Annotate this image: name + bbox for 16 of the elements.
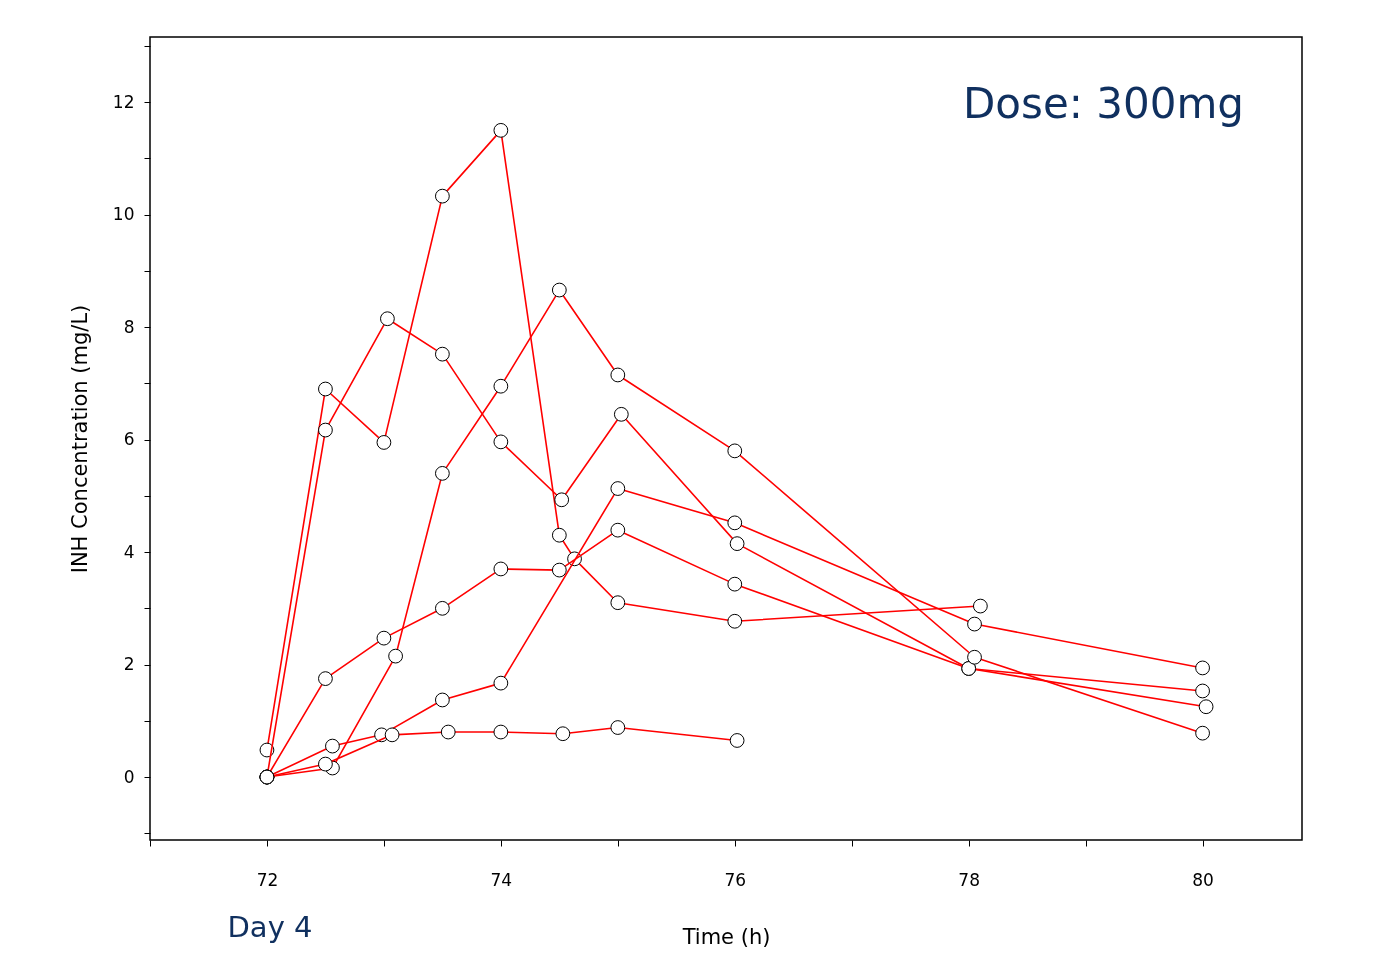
y-tick-label: 10 [112, 204, 135, 225]
y-tick-label: 6 [123, 429, 135, 450]
y-axis-title: INH Concentration (mg/L) [67, 304, 92, 574]
x-tick-label: 72 [256, 869, 279, 890]
y-tick-label: 12 [112, 91, 135, 112]
y-tick-label: 4 [123, 541, 135, 562]
y-tick-label: 0 [123, 766, 135, 787]
x-axis-title: Time (h) [681, 924, 771, 949]
y-tick-label: 8 [123, 316, 135, 337]
x-tick-label: 76 [724, 869, 747, 890]
x-tick-label: 74 [490, 869, 513, 890]
y-tick-label: 2 [123, 654, 135, 675]
x-tick-label: 78 [958, 869, 980, 890]
text: Day 4 [227, 910, 313, 944]
annotation: Dose: 300mg [963, 79, 1244, 128]
x-tick-label: 80 [1192, 869, 1214, 890]
